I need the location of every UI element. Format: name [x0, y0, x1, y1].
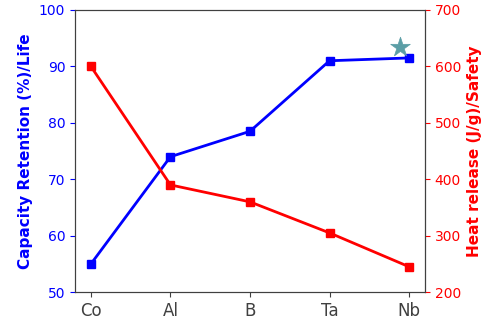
- Y-axis label: Capacity Retention (%)/Life: Capacity Retention (%)/Life: [18, 33, 34, 269]
- Y-axis label: Heat release (J/g)/Safety: Heat release (J/g)/Safety: [466, 45, 481, 257]
- Point: [396, 44, 404, 49]
